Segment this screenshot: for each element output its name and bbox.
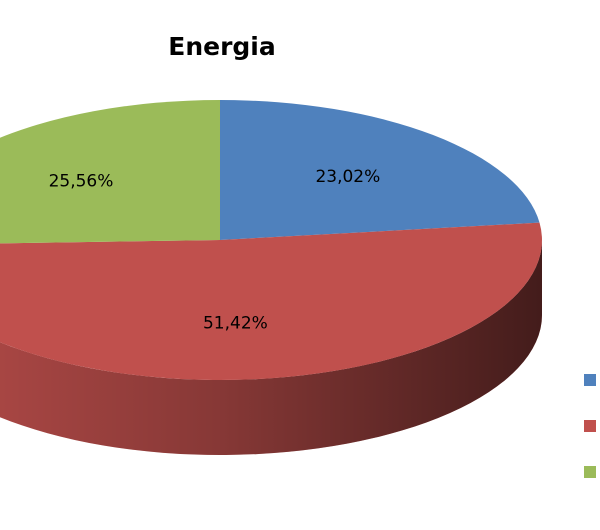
data-label: 23,02% xyxy=(315,167,380,187)
chart-title: Energia xyxy=(168,32,276,61)
legend-marker xyxy=(584,420,596,432)
slice xyxy=(0,222,542,380)
legend-marker xyxy=(584,466,596,478)
slice xyxy=(0,100,220,244)
slice-side-shade xyxy=(0,240,542,456)
data-label: 25,56% xyxy=(49,172,114,192)
legend-marker xyxy=(584,374,596,386)
slice xyxy=(220,100,540,240)
data-label: 51,42% xyxy=(203,314,268,334)
